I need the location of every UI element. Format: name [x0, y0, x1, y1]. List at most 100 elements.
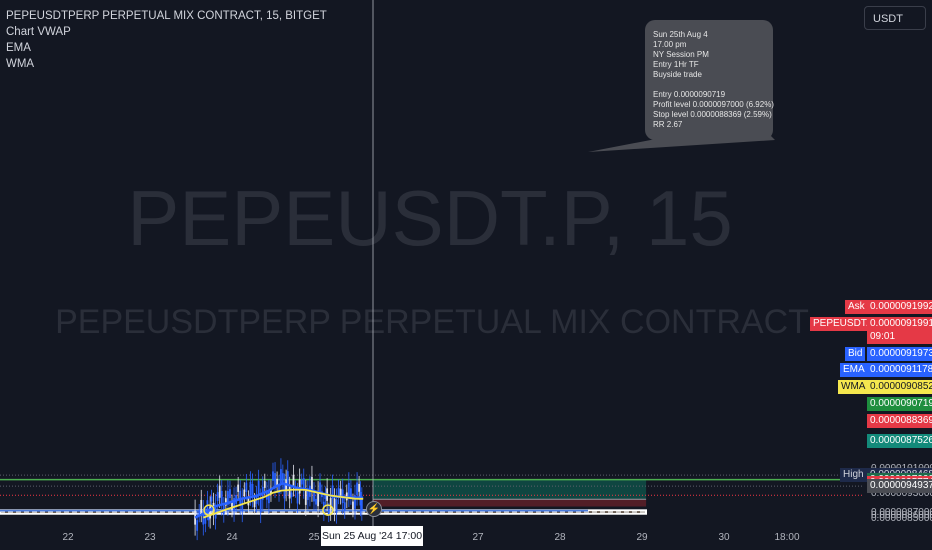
candle-body: [290, 492, 293, 498]
candle-body: [243, 489, 246, 497]
candle-body: [237, 484, 240, 492]
candle-body: [220, 490, 223, 505]
candle-body: [281, 473, 284, 483]
candle-body: [360, 497, 363, 511]
candle-body: [298, 479, 301, 494]
candle-body: [304, 490, 307, 505]
candle-body: [263, 481, 266, 488]
candle-body: [278, 483, 280, 494]
x-tick-label: 25: [308, 532, 320, 543]
candle-body: [356, 482, 358, 496]
loss-zone: [373, 499, 647, 507]
symbol-title[interactable]: PEPEUSDTPERP PERPETUAL MIX CONTRACT, 15,…: [6, 10, 327, 22]
note-stop: Stop level 0.0000088369 (2.59%): [653, 110, 772, 119]
bid-label: Bid: [845, 347, 866, 361]
touch-marker: [203, 504, 215, 516]
stop-price-tag: 0.0000088369: [867, 414, 932, 428]
candle-body: [207, 515, 210, 521]
candle-body: [296, 492, 299, 504]
x-tick-label: 27: [472, 532, 484, 543]
candle-body: [209, 506, 212, 519]
candle-body: [245, 482, 248, 492]
note-line: NY Session PM: [653, 50, 709, 59]
bid-value: 0.0000091973: [867, 347, 932, 361]
y-tick-label: 0.0000087000: [871, 507, 932, 518]
candle-body: [251, 483, 254, 497]
candle-body: [306, 489, 309, 500]
x-tick-label: 23: [144, 532, 156, 543]
candle-body: [202, 510, 205, 525]
candle-body: [249, 481, 252, 496]
last-price-value: 0.0000091991: [867, 317, 932, 331]
candle-body: [337, 487, 340, 497]
wma-label: WMA: [838, 380, 869, 394]
candle-body: [204, 514, 207, 524]
note-rr: RR 2.67: [653, 120, 683, 129]
candle-body: [335, 499, 338, 513]
profit-zone: [373, 479, 647, 500]
candle-body: [317, 492, 319, 507]
candle-body: [327, 509, 330, 516]
candle-body: [302, 478, 305, 490]
candle-body: [313, 491, 315, 502]
candle-body: [257, 480, 260, 495]
candle-body: [229, 489, 231, 498]
candle-body: [288, 486, 291, 499]
candle-body: [300, 479, 303, 485]
ask-value: 0.0000091992: [867, 300, 932, 314]
ema-value: 0.0000091178: [867, 363, 932, 377]
indicator-wma[interactable]: WMA: [6, 58, 35, 70]
candle-body: [210, 496, 213, 502]
candle-body: [358, 483, 360, 492]
currency-button[interactable]: USDT: [864, 6, 926, 30]
candle-body: [216, 492, 219, 501]
indicator-vwap[interactable]: Chart VWAP: [6, 26, 71, 38]
candle-body: [319, 482, 321, 493]
candle-body: [333, 498, 336, 512]
note-line: Sun 25th Aug 4: [653, 30, 708, 39]
note-entry: Entry 0.0000090719: [653, 90, 726, 99]
trade-note[interactable]: Sun 25th Aug 4 17.00 pm NY Session PM En…: [645, 20, 774, 140]
last-symbol-label: PEPEUSDT.P: [810, 317, 879, 331]
candle-body: [196, 520, 199, 531]
x-tick-label: 22: [62, 532, 74, 543]
y-tick-label: 0.0000093000: [871, 488, 932, 499]
ask-label: Ask: [845, 300, 868, 314]
candle-body: [198, 510, 201, 516]
wma-value: 0.0000090852: [867, 380, 932, 394]
candle-body: [311, 476, 313, 491]
touch-marker: [322, 504, 334, 516]
candle-body: [272, 471, 274, 481]
candle-body: [276, 478, 278, 486]
crosshair-price-tag: 0.0000094937: [867, 479, 932, 494]
ema-label: EMA: [840, 363, 868, 377]
candle-body: [329, 498, 332, 511]
note-line: 17.00 pm: [653, 40, 687, 49]
candle-body: [339, 488, 342, 497]
candle-body: [274, 473, 276, 487]
candle-body: [331, 485, 334, 500]
note-line: Entry 1Hr TF: [653, 60, 699, 69]
teal-price-tag: 0.0000087526: [867, 434, 932, 448]
candle-body: [239, 490, 242, 505]
note-line: Buyside trade: [653, 70, 702, 79]
note-profit: Profit level 0.0000097000 (6.92%): [653, 100, 774, 109]
candle-body: [253, 500, 256, 508]
lightning-icon[interactable]: ⚡: [366, 501, 382, 517]
candle-body: [231, 502, 233, 510]
candle-body: [194, 510, 196, 525]
candle-body: [343, 502, 346, 511]
candle-body: [315, 498, 317, 505]
candle-body: [350, 488, 352, 497]
watermark-contract: PEPEUSDTPERP PERPETUAL MIX CONTRACT: [55, 303, 809, 341]
candle-body: [259, 499, 262, 513]
candle-body: [280, 469, 282, 483]
x-tick-label: 28: [554, 532, 566, 543]
candle-body: [233, 498, 235, 512]
candle-body: [292, 474, 295, 487]
high-label: High: [840, 468, 867, 483]
indicator-ema[interactable]: EMA: [6, 42, 31, 54]
bar-countdown: 09:01: [867, 330, 932, 344]
